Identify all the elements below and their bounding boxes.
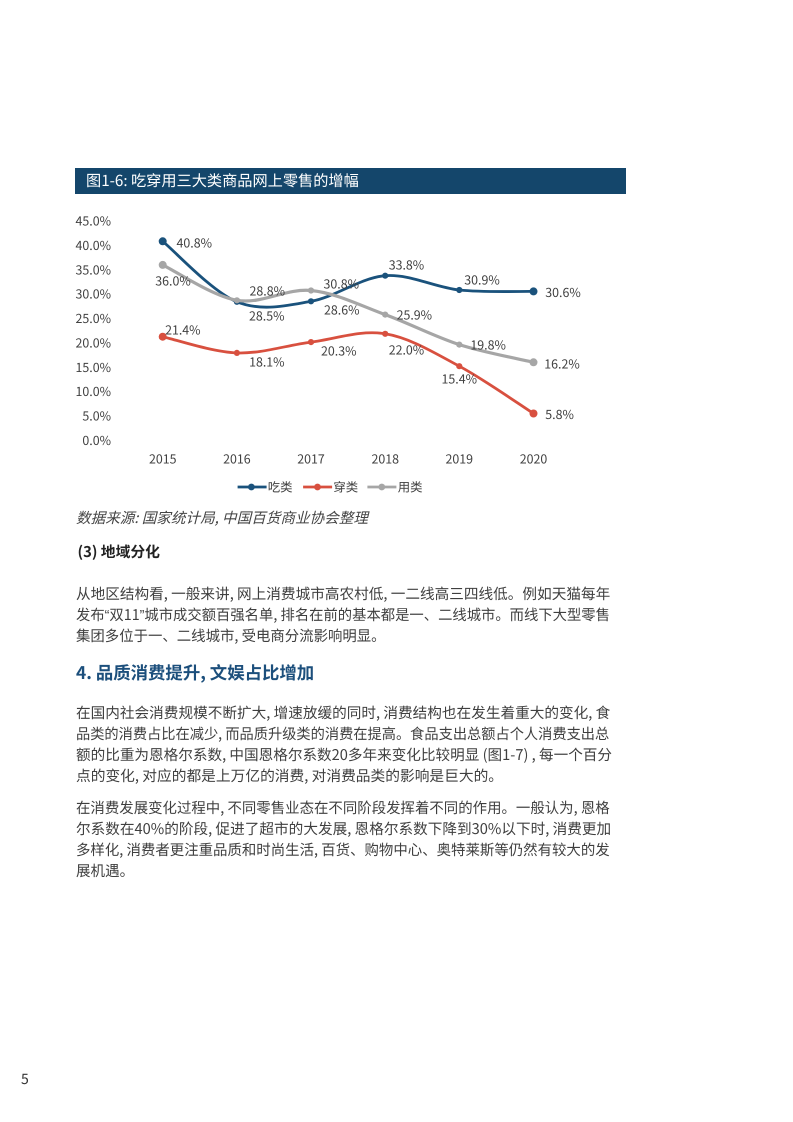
svg-text:18.1%: 18.1% <box>249 353 285 371</box>
svg-text:21.4%: 21.4% <box>165 321 201 339</box>
svg-text:30.9%: 30.9% <box>464 271 500 289</box>
svg-text:2020: 2020 <box>520 449 548 467</box>
svg-text:25.9%: 25.9% <box>397 306 433 324</box>
svg-text:15.4%: 15.4% <box>442 370 478 388</box>
svg-text:28.8%: 28.8% <box>250 282 286 300</box>
svg-text:30.0%: 30.0% <box>76 285 112 303</box>
svg-text:30.8%: 30.8% <box>324 275 360 293</box>
svg-text:16.2%: 16.2% <box>544 355 580 373</box>
svg-text:2016: 2016 <box>223 449 251 467</box>
svg-text:30.6%: 30.6% <box>545 283 581 301</box>
svg-text:10.0%: 10.0% <box>76 382 112 400</box>
svg-text:2017: 2017 <box>297 449 325 467</box>
svg-text:20.3%: 20.3% <box>321 342 357 360</box>
svg-text:33.8%: 33.8% <box>389 256 425 274</box>
svg-text:40.0%: 40.0% <box>76 236 112 254</box>
svg-text:40.8%: 40.8% <box>177 234 213 252</box>
svg-text:35.0%: 35.0% <box>76 260 112 278</box>
svg-text:36.0%: 36.0% <box>155 272 191 290</box>
svg-text:穿类: 穿类 <box>333 478 358 496</box>
svg-text:2018: 2018 <box>371 449 399 467</box>
svg-text:吃类: 吃类 <box>268 478 293 496</box>
svg-text:5.0%: 5.0% <box>82 406 111 424</box>
svg-text:2015: 2015 <box>149 449 177 467</box>
svg-text:15.0%: 15.0% <box>76 358 112 376</box>
svg-text:28.6%: 28.6% <box>324 301 360 319</box>
svg-text:用类: 用类 <box>398 478 423 496</box>
svg-text:5.8%: 5.8% <box>545 405 574 423</box>
svg-text:0.0%: 0.0% <box>82 431 111 449</box>
svg-text:20.0%: 20.0% <box>76 333 112 351</box>
svg-text:45.0%: 45.0% <box>76 212 112 230</box>
svg-text:22.0%: 22.0% <box>389 341 425 359</box>
svg-text:2019: 2019 <box>446 449 474 467</box>
svg-text:19.8%: 19.8% <box>470 336 506 354</box>
svg-text:28.5%: 28.5% <box>249 307 285 325</box>
svg-text:25.0%: 25.0% <box>76 309 112 327</box>
